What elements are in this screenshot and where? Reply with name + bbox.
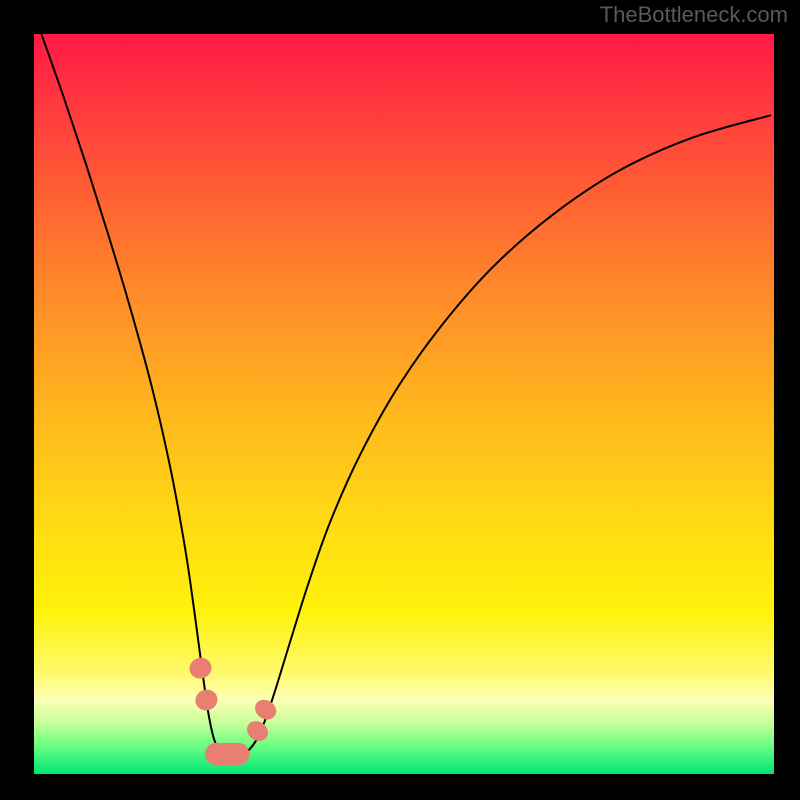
bottleneck-chart (0, 0, 800, 800)
marker-pill (205, 743, 249, 765)
plot-background (34, 34, 774, 774)
chart-container: TheBottleneck.com (0, 0, 800, 800)
source-credit-label: TheBottleneck.com (600, 2, 788, 28)
